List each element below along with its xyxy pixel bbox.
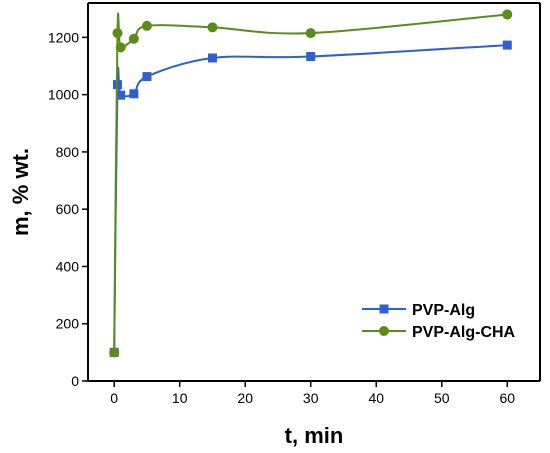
data-point [128,33,139,44]
x-tick-label: 40 [368,390,384,406]
x-tick-label: 0 [110,390,118,406]
data-point [109,347,120,358]
y-tick-label: 600 [56,201,80,217]
y-ticks: 0 200 400 600 800 1000 1200 [48,29,88,389]
y-axis-title: m, % wt. [8,148,33,236]
x-tick-label: 50 [434,390,450,406]
data-point [207,22,218,33]
legend-marker-pvp-alg-cha [379,326,389,336]
x-tick-label: 60 [499,390,515,406]
data-point [306,52,316,62]
plot-frame [87,2,541,382]
x-tick-label: 20 [237,390,253,406]
data-point [141,20,152,31]
data-point [207,53,217,63]
data-point [112,28,123,39]
data-point [129,89,139,99]
y-tick-label: 1200 [48,29,79,45]
data-point [115,42,126,53]
y-tick-label: 400 [56,258,80,274]
legend: PVP-Alg PVP-Alg-CHA [362,302,516,341]
data-point [502,9,513,20]
y-tick-label: 800 [56,144,80,160]
series-layer [109,9,513,358]
y-tick-label: 1000 [48,87,79,103]
data-point [116,90,126,100]
legend-label-pvp-alg: PVP-Alg [412,302,475,319]
y-tick-label: 0 [71,373,79,389]
x-axis-title: t, min [285,423,344,448]
legend-label-pvp-alg-cha: PVP-Alg-CHA [412,324,516,341]
data-point [502,40,512,50]
x-tick-label: 10 [172,390,188,406]
x-ticks: 0 10 20 30 40 50 60 [110,381,515,406]
data-point [142,72,152,82]
data-point [305,28,316,39]
legend-marker-pvp-alg [379,304,389,314]
x-tick-label: 30 [303,390,319,406]
y-tick-label: 200 [56,316,80,332]
